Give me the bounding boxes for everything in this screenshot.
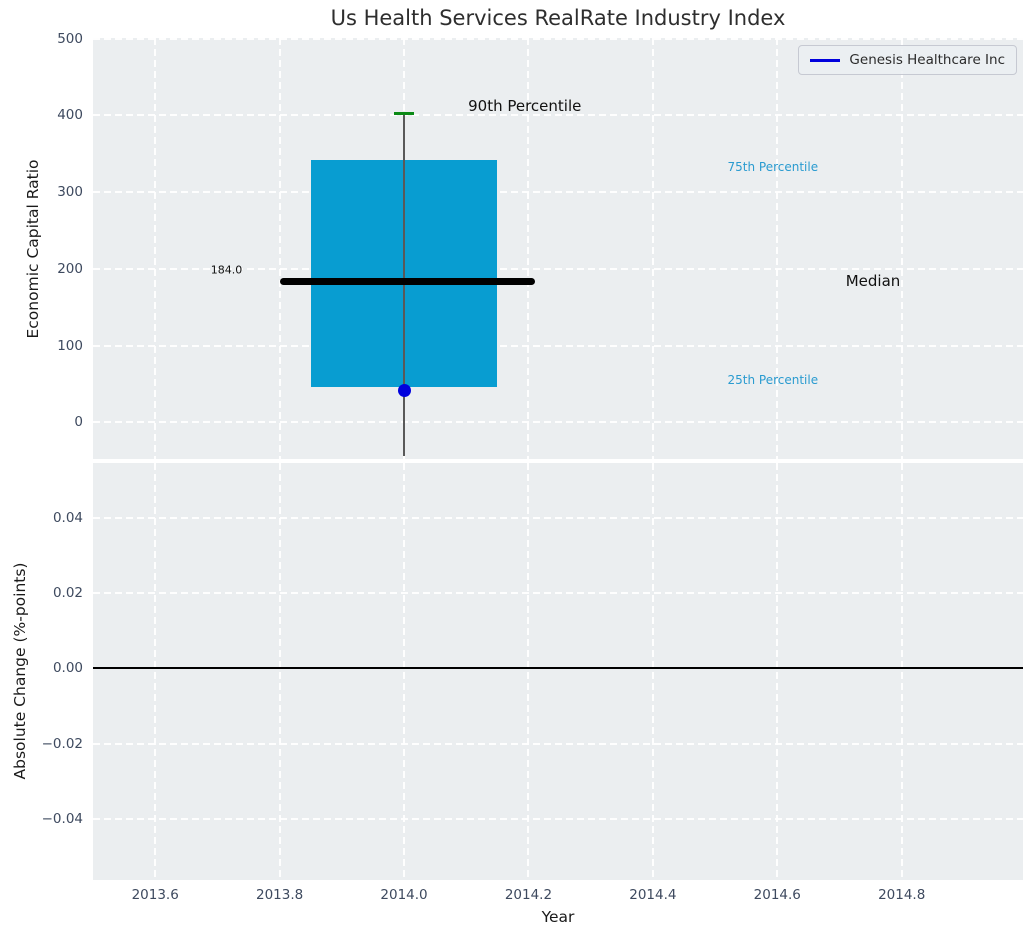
annotation-25th-percentile: 25th Percentile (727, 373, 819, 387)
gridline-vertical (776, 463, 779, 880)
gridline-vertical (278, 38, 281, 459)
gridline-vertical (154, 38, 157, 459)
p90-cap (394, 112, 414, 116)
gridline-vertical (154, 463, 157, 880)
annotation-median: Median (845, 272, 901, 291)
absolute-change-axes (93, 463, 1023, 880)
annotation-184-0: 184.0 (210, 263, 243, 277)
gridline-horizontal (93, 592, 1023, 595)
legend-line-icon (810, 58, 841, 62)
y-tick-label: 200 (57, 260, 83, 277)
y-tick-label: −0.04 (41, 811, 83, 828)
gridline-horizontal (93, 818, 1023, 821)
company-point (397, 384, 411, 398)
y-tick-label: 500 (57, 30, 83, 47)
chart-title: Us Health Services RealRate Industry Ind… (330, 6, 786, 30)
whisker-line (403, 113, 406, 456)
gridline-horizontal (93, 421, 1023, 424)
gridline-vertical (651, 463, 654, 880)
y-tick-label: 0.02 (52, 585, 83, 602)
y-tick-label: 300 (57, 184, 83, 201)
gridline-horizontal (93, 742, 1023, 745)
gridline-vertical (651, 38, 654, 459)
gridline-horizontal (93, 114, 1023, 117)
y-tick-label: 0 (74, 414, 83, 431)
x-tick-label: 2014.0 (380, 887, 428, 903)
annotation-90th-percentile: 90th Percentile (468, 97, 582, 116)
x-tick-label: 2013.6 (131, 887, 179, 903)
gridline-horizontal (93, 191, 1023, 194)
gridline-horizontal (93, 516, 1023, 519)
legend-label: Genesis Healthcare Inc (849, 52, 1005, 68)
y-tick-label: 400 (57, 107, 83, 124)
economic-capital-axes: Genesis Healthcare Inc 184.0 90th Percent… (93, 38, 1023, 459)
y-tick-label: 0.00 (52, 660, 83, 677)
gridline-vertical (527, 38, 530, 459)
y-tick-label: −0.02 (41, 735, 83, 752)
y-tick-label: 100 (57, 337, 83, 354)
x-axis-label: Year (541, 908, 575, 926)
gridline-vertical (527, 463, 530, 880)
x-tick-label: 2014.4 (629, 887, 677, 903)
y-tick-label: 0.04 (52, 509, 83, 526)
median-line (279, 277, 535, 285)
annotation-75th-percentile: 75th Percentile (727, 159, 819, 174)
gridline-vertical (278, 463, 281, 880)
gridline-vertical (776, 38, 779, 459)
zero-line (93, 667, 1023, 670)
x-tick-label: 2013.8 (255, 887, 304, 903)
x-tick-label: 2014.6 (753, 887, 801, 903)
legend: Genesis Healthcare Inc (798, 45, 1017, 75)
x-tick-label: 2014.8 (878, 887, 926, 903)
gridline-horizontal (93, 38, 1023, 40)
x-tick-label: 2014.2 (504, 887, 553, 903)
gridline-vertical (403, 463, 406, 880)
gridline-horizontal (93, 267, 1023, 270)
gridline-vertical (900, 463, 903, 880)
gridline-horizontal (93, 344, 1023, 347)
gridline-vertical (900, 38, 903, 459)
